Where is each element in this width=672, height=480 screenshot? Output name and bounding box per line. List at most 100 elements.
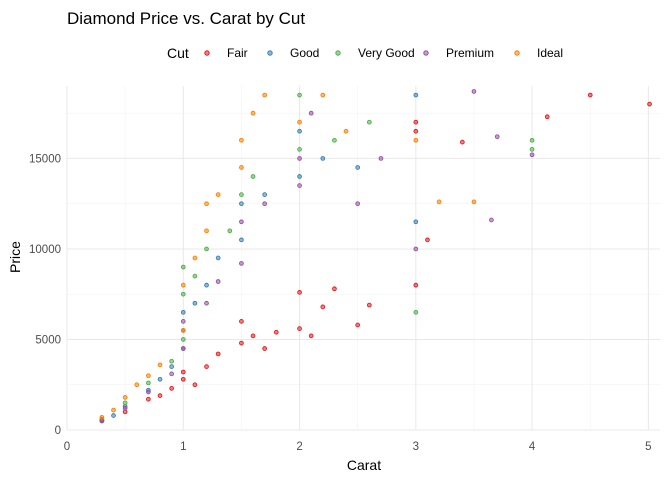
data-point	[169, 364, 174, 369]
legend-key	[335, 50, 341, 56]
series-very-good	[99, 92, 535, 422]
grid-lines	[66, 86, 660, 431]
legend-item-fair: Fair	[204, 46, 248, 60]
data-point	[169, 358, 174, 364]
data-point	[239, 201, 244, 207]
data-point	[239, 261, 244, 266]
data-point	[146, 380, 151, 386]
data-point	[180, 319, 186, 324]
data-point	[544, 114, 550, 120]
x-axis-title: Carat	[347, 457, 381, 473]
data-point	[297, 119, 302, 125]
data-point	[122, 395, 128, 400]
data-point	[111, 413, 116, 418]
data-point	[169, 386, 174, 391]
data-point	[494, 134, 500, 140]
data-point	[215, 279, 221, 284]
legend-item-good: Good	[267, 46, 319, 60]
data-point	[378, 156, 384, 161]
data-point	[227, 228, 233, 234]
data-point	[297, 128, 302, 134]
data-point	[192, 255, 198, 261]
y-tick-label: 0	[55, 425, 61, 437]
data-point	[489, 217, 494, 223]
data-point	[239, 319, 244, 324]
data-point	[239, 165, 244, 170]
data-point	[262, 192, 268, 197]
legend-key	[423, 50, 429, 56]
data-point	[180, 282, 186, 288]
data-point	[297, 183, 302, 188]
data-point	[99, 414, 105, 420]
data-point	[122, 405, 128, 411]
data-point	[204, 282, 209, 288]
legend-label: Very Good	[358, 46, 415, 60]
legend: Cut Fair Good Very Good Premium Ideal	[167, 45, 563, 61]
data-point	[459, 139, 465, 145]
data-point	[122, 400, 128, 406]
x-tick-label: 5	[645, 441, 651, 453]
y-axis-ticks: 0 5000 10000 15000	[29, 153, 61, 437]
data-point	[320, 92, 326, 98]
data-point	[157, 362, 163, 368]
data-point	[250, 174, 256, 179]
x-tick-label: 1	[180, 441, 186, 453]
legend-key	[204, 50, 210, 56]
data-point	[413, 282, 419, 288]
data-point	[146, 373, 151, 379]
data-point	[204, 246, 209, 252]
data-point	[471, 89, 477, 94]
data-point	[297, 290, 302, 295]
data-point	[413, 219, 419, 225]
data-point	[297, 92, 302, 98]
data-point	[192, 300, 198, 306]
data-point	[215, 192, 221, 197]
data-point	[273, 329, 279, 335]
series-premium	[99, 89, 535, 424]
legend-item-premium: Premium	[423, 46, 494, 60]
y-axis-title: Price	[7, 241, 23, 273]
data-point	[204, 300, 209, 306]
x-tick-label: 4	[529, 441, 536, 453]
data-point	[413, 246, 419, 252]
data-point	[250, 110, 256, 116]
data-point	[250, 333, 256, 339]
data-point	[157, 376, 163, 382]
data-point	[529, 137, 535, 143]
data-point	[239, 192, 244, 197]
data-point	[355, 201, 361, 207]
data-point	[413, 137, 419, 143]
y-tick-label: 15000	[29, 153, 61, 165]
data-point	[529, 152, 535, 158]
data-point	[355, 165, 361, 170]
data-point	[204, 228, 209, 234]
data-point	[332, 286, 337, 292]
data-point	[180, 309, 186, 315]
data-point	[366, 302, 372, 308]
legend-label: Good	[290, 46, 319, 60]
series-ideal	[99, 92, 477, 420]
legend-label: Premium	[446, 46, 494, 60]
data-point	[192, 382, 198, 388]
data-point	[297, 156, 302, 161]
data-point	[320, 156, 326, 161]
x-axis-ticks: 0 1 2 3 4 5	[64, 441, 652, 453]
data-point	[262, 92, 268, 98]
legend-label: Fair	[227, 46, 248, 60]
legend-key	[267, 50, 273, 56]
data-point	[180, 369, 186, 375]
data-points	[99, 89, 652, 424]
data-point	[204, 364, 209, 369]
data-point	[204, 201, 209, 207]
x-tick-label: 3	[413, 441, 419, 453]
data-point	[529, 147, 535, 152]
data-point	[169, 371, 174, 377]
series-fair	[99, 92, 652, 423]
data-point	[180, 346, 186, 351]
data-point	[413, 128, 419, 134]
data-point	[413, 92, 419, 98]
x-tick-label: 2	[296, 441, 302, 453]
data-point	[146, 396, 151, 402]
data-point	[297, 174, 302, 179]
data-point	[146, 389, 151, 395]
